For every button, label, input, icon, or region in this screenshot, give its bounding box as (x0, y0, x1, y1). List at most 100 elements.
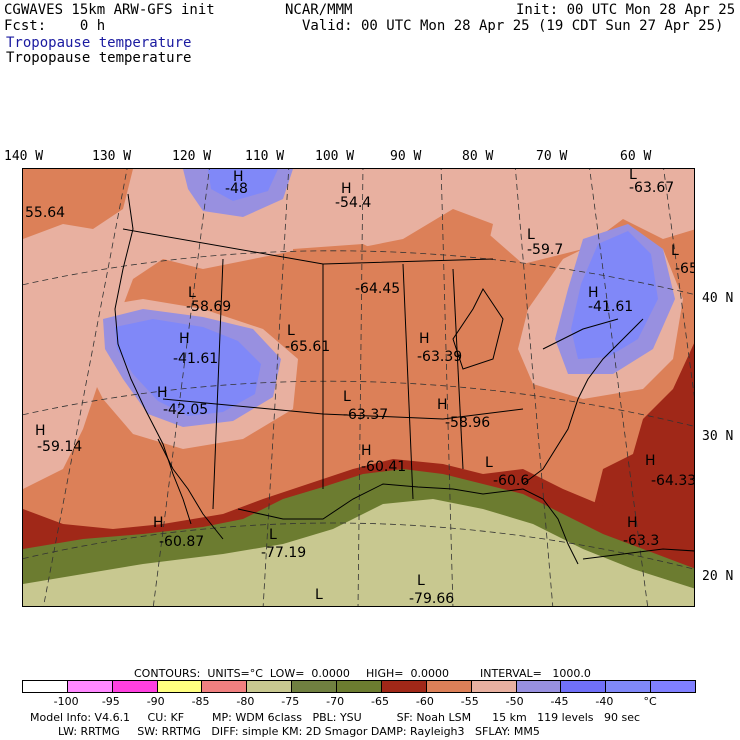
extremum-marker: H (419, 331, 430, 347)
extremum-value: -65 (675, 261, 695, 277)
colorbar-tick-label: -85 (191, 695, 210, 708)
colorbar-swatch (650, 680, 696, 693)
lon-label: 140 W (4, 149, 44, 164)
shade-pink (23, 169, 694, 489)
colorbar-swatch (380, 680, 427, 693)
colorbar-tick-label: -45 (550, 695, 569, 708)
lat-label: 20 N (702, 569, 734, 584)
colorbar-tick-label: -100 (53, 695, 79, 708)
colorbar-tick-label: -55 (460, 695, 479, 708)
extremum-value: -59.14 (37, 439, 82, 455)
extremum-value: -63.37 (343, 407, 388, 423)
lon-label: 70 W (536, 149, 568, 164)
colorbar-tick-label: -65 (371, 695, 389, 708)
lon-label: 100 W (315, 149, 355, 164)
extremum-value: -58.96 (445, 415, 490, 431)
extremum-marker: H (341, 181, 352, 197)
extremum-marker: H (233, 169, 244, 185)
colorbar-swatch (515, 680, 562, 693)
lon-label: 80 W (462, 149, 494, 164)
shade-orange (23, 169, 133, 239)
lon-label: 130 W (92, 149, 132, 164)
forecast-hour: Fcst: 0 h (4, 18, 106, 34)
extremum-marker: H (361, 443, 372, 459)
model-physics: LW: RRTMG SW: RRTMG DIFF: simple KM: 2D … (30, 725, 540, 738)
extremum-marker: L (287, 323, 295, 339)
tropopause-temperature-map: H -48 H -54.4 L -63.67 L -59.7 L -65 55.… (22, 168, 695, 607)
lon-label: 120 W (172, 149, 212, 164)
model-title: CGWAVES 15km ARW-GFS init (4, 2, 215, 18)
coastlines (114, 193, 694, 565)
extremum-marker: H (627, 515, 638, 531)
extremum-marker: H (588, 285, 599, 301)
colorbar-swatch (201, 680, 248, 693)
extremum-marker: H (437, 397, 448, 413)
extremum-marker: L (629, 169, 637, 183)
colorbar-swatch (560, 680, 607, 693)
graticule (23, 169, 694, 606)
colorbar-tick-label: -95 (101, 695, 120, 708)
extremum-marker: H (157, 385, 168, 401)
init-time: Init: 00 UTC Mon 28 Apr 25 (516, 2, 736, 18)
extremum-value: -63.3 (623, 533, 659, 549)
contour-high: HIGH= 0.0000 (366, 667, 450, 680)
contour-labels: H -48 H -54.4 L -63.67 L -59.7 L -65 55.… (25, 169, 695, 607)
extremum-value: -41.61 (173, 351, 218, 367)
contour-interval: INTERVAL= 1000.0 (480, 667, 591, 680)
extremum-marker: L (188, 285, 196, 301)
extremum-marker: L (417, 573, 425, 589)
extremum-value: -42.05 (163, 402, 208, 418)
extremum-marker: H (645, 453, 656, 469)
extremum-marker: H (153, 515, 164, 531)
shade-darkred (593, 343, 694, 568)
colorbar-tick-label: -75 (281, 695, 300, 708)
lat-label: 30 N (702, 429, 734, 444)
colorbar-tick-label: -80 (236, 695, 255, 708)
extremum-value: -58.69 (186, 299, 231, 315)
extremum-marker: L (315, 587, 323, 603)
colorbar-swatch (605, 680, 652, 693)
colorbar-swatch (470, 680, 517, 693)
extremum-value: -63.39 (417, 349, 462, 365)
colorbar-swatch (291, 680, 338, 693)
extremum-marker: H (179, 331, 190, 347)
extremum-value: -41.61 (588, 299, 633, 315)
colorbar-swatch (246, 680, 293, 693)
lon-label: 110 W (245, 149, 285, 164)
colorbar-tick-label: -60 (415, 695, 434, 708)
shade-blue (115, 319, 261, 416)
extremum-value: -79.66 (409, 591, 454, 607)
extremum-marker: L (527, 227, 535, 243)
extremum-marker: L (343, 389, 351, 405)
extremum-value: -48 (225, 181, 248, 197)
colorbar-swatch (336, 680, 382, 693)
shade-orange (293, 244, 423, 299)
colorbar-tick-label: -50 (505, 695, 524, 708)
extremum-marker: H (35, 423, 46, 439)
field-name-contour: Tropopause temperature (6, 50, 192, 66)
extremum-value: -60.41 (361, 459, 406, 475)
shade-orange (403, 209, 493, 279)
contour-info: CONTOURS: UNITS=°C LOW= 0.0000 (134, 667, 350, 680)
lat-label: 40 N (702, 291, 734, 306)
colorbar-tick-label: °C (643, 695, 657, 708)
extremum-value: -65.61 (285, 339, 330, 355)
colorbar-swatch (22, 680, 68, 693)
colorbar-tick-label: -40 (595, 695, 614, 708)
lon-label: 60 W (620, 149, 652, 164)
colorbar-swatch (111, 680, 158, 693)
colorbar-tick-label: -70 (326, 695, 345, 708)
extremum-value: -59.7 (527, 242, 563, 258)
valid-time: Valid: 00 UTC Mon 28 Apr 25 (19 CDT Sun … (302, 18, 724, 34)
extremum-value: -64.45 (355, 281, 400, 297)
extremum-marker: L (269, 527, 277, 543)
colorbar-tick-label: -90 (146, 695, 165, 708)
extremum-value: -60.87 (159, 534, 204, 550)
extremum-value: -64.33 (651, 473, 695, 489)
lon-label: 90 W (390, 149, 422, 164)
extremum-value: 55.64 (25, 205, 65, 221)
colorbar-swatch (66, 680, 113, 693)
organization: NCAR/MMM (285, 2, 353, 18)
field-name-shaded: Tropopause temperature (6, 35, 192, 51)
extremum-value: -54.4 (335, 195, 371, 211)
